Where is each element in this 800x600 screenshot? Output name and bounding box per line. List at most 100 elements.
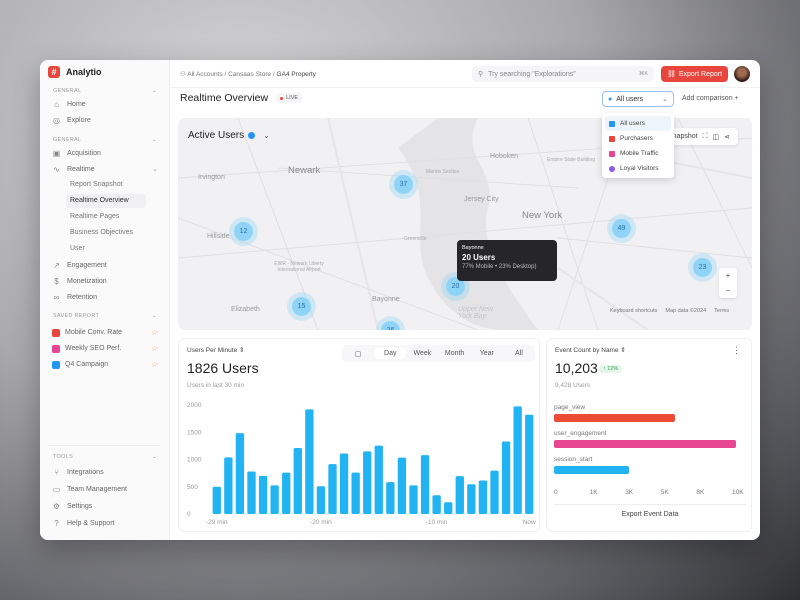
tab-year[interactable]: Year <box>479 350 494 357</box>
sidebar-item-engagement[interactable]: ↗ Engagement <box>52 258 158 272</box>
sidebar-item-realtime[interactable]: ∿ Realtime ⌄ <box>52 162 158 176</box>
breadcrumb-item[interactable]: Cansaas Store <box>228 71 272 78</box>
sidebar-item-help[interactable]: ? Help & Support <box>52 516 158 530</box>
bar[interactable] <box>420 455 430 514</box>
bar[interactable] <box>316 486 326 514</box>
sidebar-item-retention[interactable]: ∞ Retention <box>52 290 158 304</box>
sidebar-subitem-realtime-pages[interactable]: Realtime Pages <box>70 213 120 220</box>
bar[interactable] <box>258 475 268 514</box>
tab-month[interactable]: Month <box>444 350 465 357</box>
sidebar-item-monetization[interactable]: $ Monetization <box>52 274 158 288</box>
bar[interactable] <box>501 441 511 514</box>
label: Mobile Conv. Rate <box>65 329 123 336</box>
map-cluster[interactable]: 49 <box>612 219 631 238</box>
bar[interactable] <box>478 480 488 514</box>
bar[interactable] <box>386 482 395 514</box>
bar[interactable] <box>444 502 453 514</box>
bar[interactable] <box>525 414 534 514</box>
event-bar[interactable] <box>554 440 737 448</box>
fullscreen-icon[interactable]: ⛶ <box>702 132 708 140</box>
bar[interactable] <box>282 472 291 514</box>
bar[interactable] <box>270 485 279 514</box>
columns-icon[interactable]: ◫ <box>712 133 720 141</box>
segment-option[interactable]: Purchasers <box>605 131 671 146</box>
sidebar-item-team-management[interactable]: ▭ Team Management <box>52 482 158 496</box>
card-label[interactable]: Users Per Minute ⇕ <box>187 346 244 354</box>
bar[interactable] <box>397 457 407 514</box>
tab-day[interactable]: Day <box>374 348 407 359</box>
attr-link[interactable]: Keyboard shortcuts <box>610 308 658 314</box>
bar[interactable] <box>432 495 441 514</box>
star-icon[interactable]: ☆ <box>150 360 158 369</box>
avatar[interactable] <box>734 66 750 82</box>
sidebar-item-integrations[interactable]: ⑂ Integrations <box>52 465 158 479</box>
search-input[interactable]: ⚲ Try searching "Explorations" ⌘K <box>472 66 654 82</box>
sidebar-item-acquisition[interactable]: ▣ Acquisition <box>52 146 158 160</box>
breadcrumb-item[interactable]: All Accounts <box>187 71 223 78</box>
sidebar-item-explore[interactable]: ◎ Explore <box>52 113 158 127</box>
export-report-button[interactable]: ⛓ Export Report <box>661 66 728 82</box>
zoom-in-button[interactable]: + <box>725 271 731 280</box>
add-comparison-button[interactable]: Add comparison + <box>682 95 739 102</box>
map-cluster[interactable]: 23 <box>693 258 712 277</box>
phone-icon <box>609 150 615 157</box>
segment-select[interactable]: ● All users ⌄ <box>602 91 674 107</box>
bar[interactable] <box>212 486 221 514</box>
section-general-2[interactable]: GENERAL ⌄ <box>53 137 157 143</box>
bar[interactable] <box>455 476 464 514</box>
section-saved-report[interactable]: SAVED REPORT ⌄ <box>53 313 157 319</box>
logo[interactable]: # Analytio <box>48 66 102 78</box>
sidebar-subitem-report-snapshot[interactable]: Report Snapshot <box>70 181 123 188</box>
star-icon[interactable]: ☆ <box>150 328 158 337</box>
bar[interactable] <box>305 409 314 514</box>
bar[interactable] <box>351 472 360 514</box>
more-icon[interactable]: ⋮ <box>732 345 741 355</box>
map-cluster[interactable]: 26 <box>381 321 400 330</box>
snapshot-button[interactable]: Snapshot <box>668 133 698 140</box>
map-cluster[interactable]: 15 <box>292 297 311 316</box>
segment-option[interactable]: Mobile Traffic <box>605 146 671 161</box>
share-icon[interactable]: ⋖ <box>724 133 730 141</box>
saved-report-q4-campaign[interactable]: Q4 Campaign ☆ <box>52 360 158 369</box>
users-sub: Users in last 30 min <box>187 382 245 389</box>
bar[interactable] <box>247 471 256 514</box>
bar[interactable] <box>513 406 522 514</box>
map-label: Elizabeth <box>231 306 260 313</box>
bar[interactable] <box>339 453 349 514</box>
section-tools[interactable]: TOOLS ⌄ <box>53 454 157 460</box>
event-bar[interactable] <box>554 466 630 474</box>
event-bar[interactable] <box>554 414 676 422</box>
bar[interactable] <box>409 485 418 514</box>
export-event-data-button[interactable]: Export Event Data <box>554 504 746 524</box>
map-cluster[interactable]: 37 <box>394 175 413 194</box>
bar[interactable] <box>328 464 337 514</box>
segment-option[interactable]: All users <box>605 116 671 131</box>
map-cluster[interactable]: 12 <box>234 222 253 241</box>
sidebar-subitem-realtime-overview[interactable]: Realtime Overview <box>66 194 146 208</box>
calendar-icon[interactable]: ▢ <box>354 350 362 358</box>
card-label[interactable]: Event Count by Name ⇕ <box>555 346 626 354</box>
bar[interactable] <box>467 484 476 514</box>
saved-report-mobile-conv-rate[interactable]: Mobile Conv. Rate ☆ <box>52 328 158 337</box>
attr-link[interactable]: Terms <box>714 308 730 314</box>
sidebar-item-settings[interactable]: ⚙ Settings <box>52 499 158 513</box>
bar[interactable] <box>490 470 499 514</box>
zoom-out-button[interactable]: − <box>725 286 731 295</box>
saved-report-weekly-seo[interactable]: Weekly SEO Perf. ☆ <box>52 344 158 353</box>
bar[interactable] <box>293 448 302 514</box>
segment-option[interactable]: Loyal Visitors <box>605 161 671 176</box>
bar[interactable] <box>224 457 233 514</box>
bar[interactable] <box>374 445 383 514</box>
bar[interactable] <box>235 433 245 514</box>
map-cluster[interactable]: 20 <box>446 277 465 296</box>
star-icon[interactable]: ☆ <box>150 344 158 353</box>
sidebar-subitem-user[interactable]: User <box>70 245 85 252</box>
sidebar-item-home[interactable]: ⌂ Home <box>52 97 158 111</box>
tab-week[interactable]: Week <box>413 350 432 357</box>
map-title[interactable]: Active Users ⌄ <box>188 130 270 141</box>
sidebar-subitem-business-objectives[interactable]: Business Objectives <box>70 229 134 236</box>
bar[interactable] <box>363 451 372 514</box>
infinity-icon: ∞ <box>53 292 60 302</box>
section-general[interactable]: GENERAL ⌄ <box>53 88 157 94</box>
tab-all[interactable]: All <box>515 350 523 357</box>
